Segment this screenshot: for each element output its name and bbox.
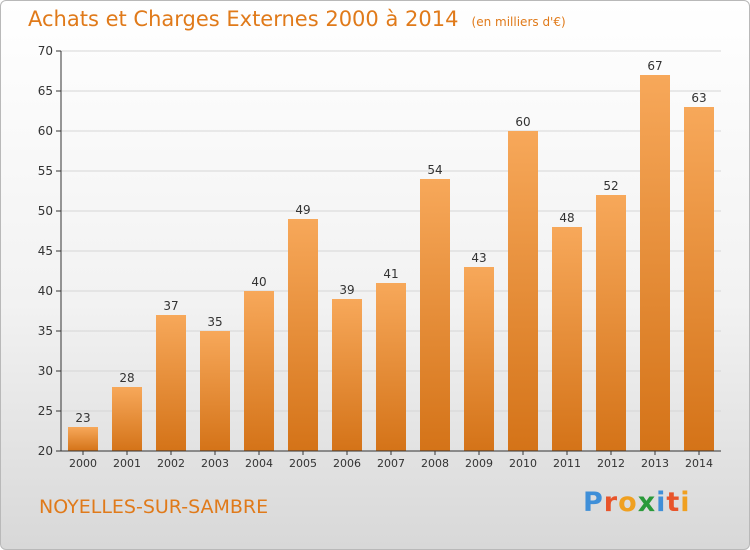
x-tick-label: 2010	[509, 457, 537, 470]
x-tick-label: 2007	[377, 457, 405, 470]
chart-title: Achats et Charges Externes 2000 à 2014 (…	[28, 7, 566, 31]
logo-letter: t	[666, 487, 681, 518]
bar	[332, 299, 362, 451]
bar	[68, 427, 98, 451]
bar-value-label: 52	[603, 179, 618, 193]
bar-value-label: 41	[383, 267, 398, 281]
bar	[288, 219, 318, 451]
x-tick-label: 2013	[641, 457, 669, 470]
bar	[112, 387, 142, 451]
y-tick-label: 60	[38, 124, 53, 138]
bar	[200, 331, 230, 451]
bar	[640, 75, 670, 451]
x-tick-label: 2003	[201, 457, 229, 470]
logo-letter: r	[603, 487, 619, 518]
bar	[244, 291, 274, 451]
bar	[376, 283, 406, 451]
x-tick-label: 2006	[333, 457, 361, 470]
chart-title-text: Achats et Charges Externes 2000 à 2014	[28, 7, 459, 31]
y-tick-label: 50	[38, 204, 53, 218]
bar-value-label: 43	[471, 251, 486, 265]
chart-unit: (en milliers d'€)	[471, 15, 566, 29]
commune-name: NOYELLES-SUR-SAMBRE	[39, 496, 269, 518]
bar	[464, 267, 494, 451]
x-tick-label: 2002	[157, 457, 185, 470]
bar	[596, 195, 626, 451]
y-tick-label: 35	[38, 324, 53, 338]
x-tick-label: 2009	[465, 457, 493, 470]
logo-letter: i	[656, 487, 667, 518]
bar	[552, 227, 582, 451]
x-tick-label: 2001	[113, 457, 141, 470]
bar-value-label: 48	[559, 211, 574, 225]
logo-letter: i	[680, 487, 691, 518]
y-tick-label: 65	[38, 84, 53, 98]
bar	[508, 131, 538, 451]
bar-value-label: 23	[75, 411, 90, 425]
bar-value-label: 28	[119, 371, 134, 385]
bar-value-label: 63	[691, 91, 706, 105]
x-tick-label: 2005	[289, 457, 317, 470]
logo-letter: x	[637, 487, 657, 518]
bar-value-label: 54	[427, 163, 442, 177]
axes	[56, 50, 721, 455]
labels: 20 25 30 35 40 45 50 55 60 65 70 23 2000 28 2001 37 2002…	[38, 44, 713, 470]
bar-value-label: 67	[647, 59, 662, 73]
y-tick-label: 40	[38, 284, 53, 298]
y-tick-label: 30	[38, 364, 53, 378]
y-tick-label: 70	[38, 44, 53, 58]
bar-value-label: 40	[251, 275, 266, 289]
x-tick-label: 2008	[421, 457, 449, 470]
logo-letter: P	[583, 487, 604, 518]
x-tick-label: 2000	[69, 457, 97, 470]
bars	[68, 75, 714, 451]
bar-value-label: 35	[207, 315, 222, 329]
bar-value-label: 60	[515, 115, 530, 129]
y-tick-label: 45	[38, 244, 53, 258]
logo-letter: o	[618, 487, 638, 518]
bar	[684, 107, 714, 451]
bar-value-label: 49	[295, 203, 310, 217]
bar	[420, 179, 450, 451]
x-tick-label: 2012	[597, 457, 625, 470]
x-tick-label: 2011	[553, 457, 581, 470]
proxiti-logo: Proxiti	[583, 487, 691, 518]
x-tick-label: 2004	[245, 457, 273, 470]
y-tick-label: 20	[38, 444, 53, 458]
y-tick-label: 55	[38, 164, 53, 178]
y-tick-label: 25	[38, 404, 53, 418]
bar	[156, 315, 186, 451]
x-tick-label: 2014	[685, 457, 713, 470]
bar-value-label: 39	[339, 283, 354, 297]
bar-value-label: 37	[163, 299, 178, 313]
